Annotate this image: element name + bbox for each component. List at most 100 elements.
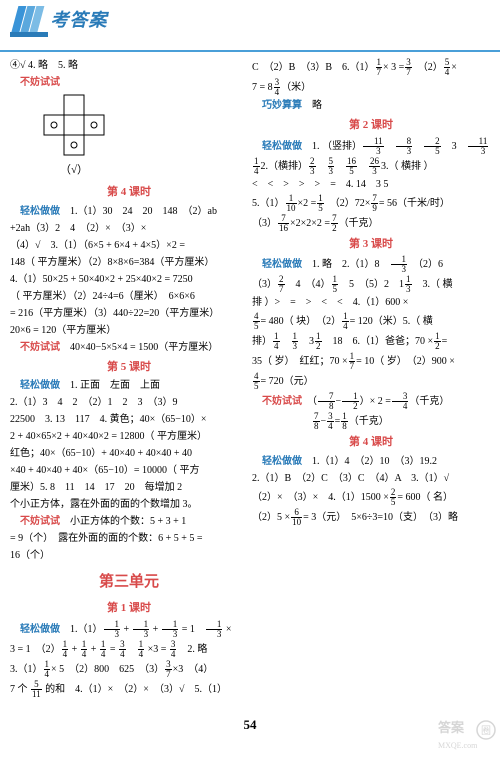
fraction: 45: [253, 372, 260, 391]
fraction: 25: [390, 488, 397, 507]
fraction: 34: [119, 640, 126, 659]
text-line: < < > > > = 4. 14 3 5: [252, 177, 490, 193]
text-line: 2.（1）B （2）C （3）C （4）A 3.（1）√: [252, 471, 490, 487]
fraction: 14: [62, 640, 69, 659]
fraction: 14: [138, 640, 145, 659]
text-line: 45= 480（ 块） （2）14= 120（米）5.（ 横: [252, 312, 490, 331]
text-line: 45= 720（元）: [252, 372, 490, 391]
fraction: 79: [371, 194, 378, 213]
page-number: 54: [0, 715, 500, 736]
fraction: 23: [309, 157, 316, 176]
fraction: 17: [349, 352, 356, 371]
lesson-heading: 第 1 课时: [10, 600, 248, 618]
text-line: 2 + 40×65×2 + 40×40×2 = 12800（ 平方厘米）: [10, 429, 248, 445]
fraction: 78: [318, 392, 335, 411]
text-line: 巧妙算算 略: [252, 98, 490, 114]
easy-label: 轻松做做: [262, 259, 302, 270]
easy-label: 轻松做做: [262, 140, 302, 151]
text-line: （3）716×2×2×2 =72（千克）: [252, 214, 490, 233]
text-line: 7 个 511 的和 4.（1）× （2）× （3）√ 5.（1）: [10, 680, 248, 699]
fraction: 13: [104, 620, 121, 639]
fraction: 12: [342, 392, 359, 411]
text-line: 轻松做做 1. 略 2.（1）8 13 （2）6: [252, 255, 490, 274]
fraction: 113: [363, 137, 384, 156]
fraction: 13: [405, 275, 412, 294]
fraction: 716: [278, 214, 289, 233]
try-label: 不妨试试: [262, 396, 302, 407]
page-header: 考答案: [0, 0, 500, 52]
fraction: 13: [133, 620, 150, 639]
fraction: 113: [468, 137, 489, 156]
fraction: 15: [317, 194, 324, 213]
text-line: 2.（1）3 4 2 （2）1 2 3 （3）9: [10, 395, 248, 411]
fraction: 14: [273, 332, 280, 351]
fraction: 37: [165, 660, 172, 679]
try-label: 不妨试试: [20, 516, 60, 527]
text-line: 排）14 13 312 18 6.（1）爸爸；70 ×12=: [252, 332, 490, 351]
text-line: 排 ）> = > < < 4.（1）600 ×: [252, 295, 490, 311]
text-line: ④√ 4. 略 5. 略: [10, 58, 248, 74]
text-line: = 9（个） 露在外面的面的个数：6 + 5 + 5 =: [10, 531, 248, 547]
lesson-heading: 第 3 课时: [252, 236, 490, 254]
text-line: 35（ 岁） 红红；70 ×17= 10（ 岁） （2）900 ×: [252, 352, 490, 371]
fraction: 14: [81, 640, 88, 659]
fraction: 263: [369, 157, 380, 176]
qiao-label: 巧妙算算: [262, 100, 302, 111]
fraction: 14: [342, 312, 349, 331]
fraction: 165: [346, 157, 357, 176]
text-line: ×40 + 40×40 + 40×（65−10）= 10000（ 平方: [10, 463, 248, 479]
text-line: C （2）B （3）B 6.（1）17× 3 =37 （2）54×: [252, 58, 490, 77]
text-line: +2ah（3）2 4 （2）× （3）×: [10, 221, 248, 237]
fraction: 15: [332, 275, 339, 294]
try-label: 不妨试试: [20, 342, 60, 353]
text-line: 3 = 1 （2）14 + 14 + 14 = 34 14 ×3 = 34 2.…: [10, 640, 248, 659]
text-line: 轻松做做 1. 正面 左面 上面: [10, 378, 248, 394]
fraction: 610: [291, 508, 302, 527]
text-line: 不妨试试 小正方体的个数：5 + 3 + 1: [10, 514, 248, 530]
fraction: 72: [331, 214, 338, 233]
header-icon: [6, 0, 50, 40]
easy-label: 轻松做做: [20, 206, 60, 217]
cross-check-label: （√）: [60, 163, 88, 176]
lesson-heading: 第 4 课时: [10, 184, 248, 202]
text-line: 个小正方体，露在外面的面的个数增加 3。: [10, 497, 248, 513]
fraction: 14: [44, 660, 51, 679]
text-line: 轻松做做 1.（1）13 + 13 + 13 = 1 13 ×: [10, 620, 248, 639]
text-line: （2）5 ×610= 3（元） 5×6÷3=10（支） （3）略: [252, 508, 490, 527]
header-title: 考答案: [51, 6, 108, 35]
fraction: 13: [162, 620, 179, 639]
fraction: 511: [31, 680, 42, 699]
text-line: 78−34=18（千克）: [252, 412, 490, 431]
text-line: 5.（1）110×2 =15 （2）72×79= 56（千米/时）: [252, 194, 490, 213]
easy-label: 轻松做做: [262, 456, 302, 467]
text-line: 不妨试试 （78−12）× 2 =34（千克）: [252, 392, 490, 411]
svg-text:圈: 圈: [481, 725, 491, 737]
fraction: 13: [391, 255, 408, 274]
easy-label: 轻松做做: [20, 380, 60, 391]
fraction: 83: [396, 137, 413, 156]
fraction: 54: [444, 58, 451, 77]
fraction: 34: [170, 640, 177, 659]
text-line: 轻松做做 1. （竖排）113 83 25 3 113: [252, 137, 490, 156]
svg-text:答案: 答案: [438, 720, 465, 735]
text-line: 厘米）5. 8 11 14 17 20 每增加 2: [10, 480, 248, 496]
cross-net-diagram: （√）: [40, 93, 108, 181]
text-line: 不妨试试 40×40−5×5×4 = 1500（平方厘米）: [10, 340, 248, 356]
fraction: 17: [376, 58, 383, 77]
text-line: （3）27 4 （4）15 5 （5）2 113 3.（ 横: [252, 275, 490, 294]
fraction: 37: [405, 58, 412, 77]
text-line: 不妨试试: [10, 75, 248, 91]
text-line: （ 平方厘米）（2）24÷4=6（厘米） 6×6×6: [10, 289, 248, 305]
fraction: 14: [253, 157, 260, 176]
text-line: 16（个）: [10, 548, 248, 564]
fraction: 14: [100, 640, 107, 659]
text-line: 148（ 平方厘米）（2）8×8×6=384（平方厘米）: [10, 255, 248, 271]
text-line: 3.（1）14× 5 （2）800 625 （3）37×3 （4）: [10, 660, 248, 679]
lesson-heading: 第 2 课时: [252, 117, 490, 135]
fraction: 13: [292, 332, 299, 351]
text-line: （4）√ 3.（1）（6×5 + 6×4 + 4×5）×2 =: [10, 238, 248, 254]
text-line: 轻松做做 1.（1）4 （2）10 （3）19.2: [252, 454, 490, 470]
text-line: 20×6 = 120（平方厘米）: [10, 323, 248, 339]
try-label: 不妨试试: [20, 77, 60, 88]
svg-text:MXQE.com: MXQE.com: [438, 741, 478, 750]
